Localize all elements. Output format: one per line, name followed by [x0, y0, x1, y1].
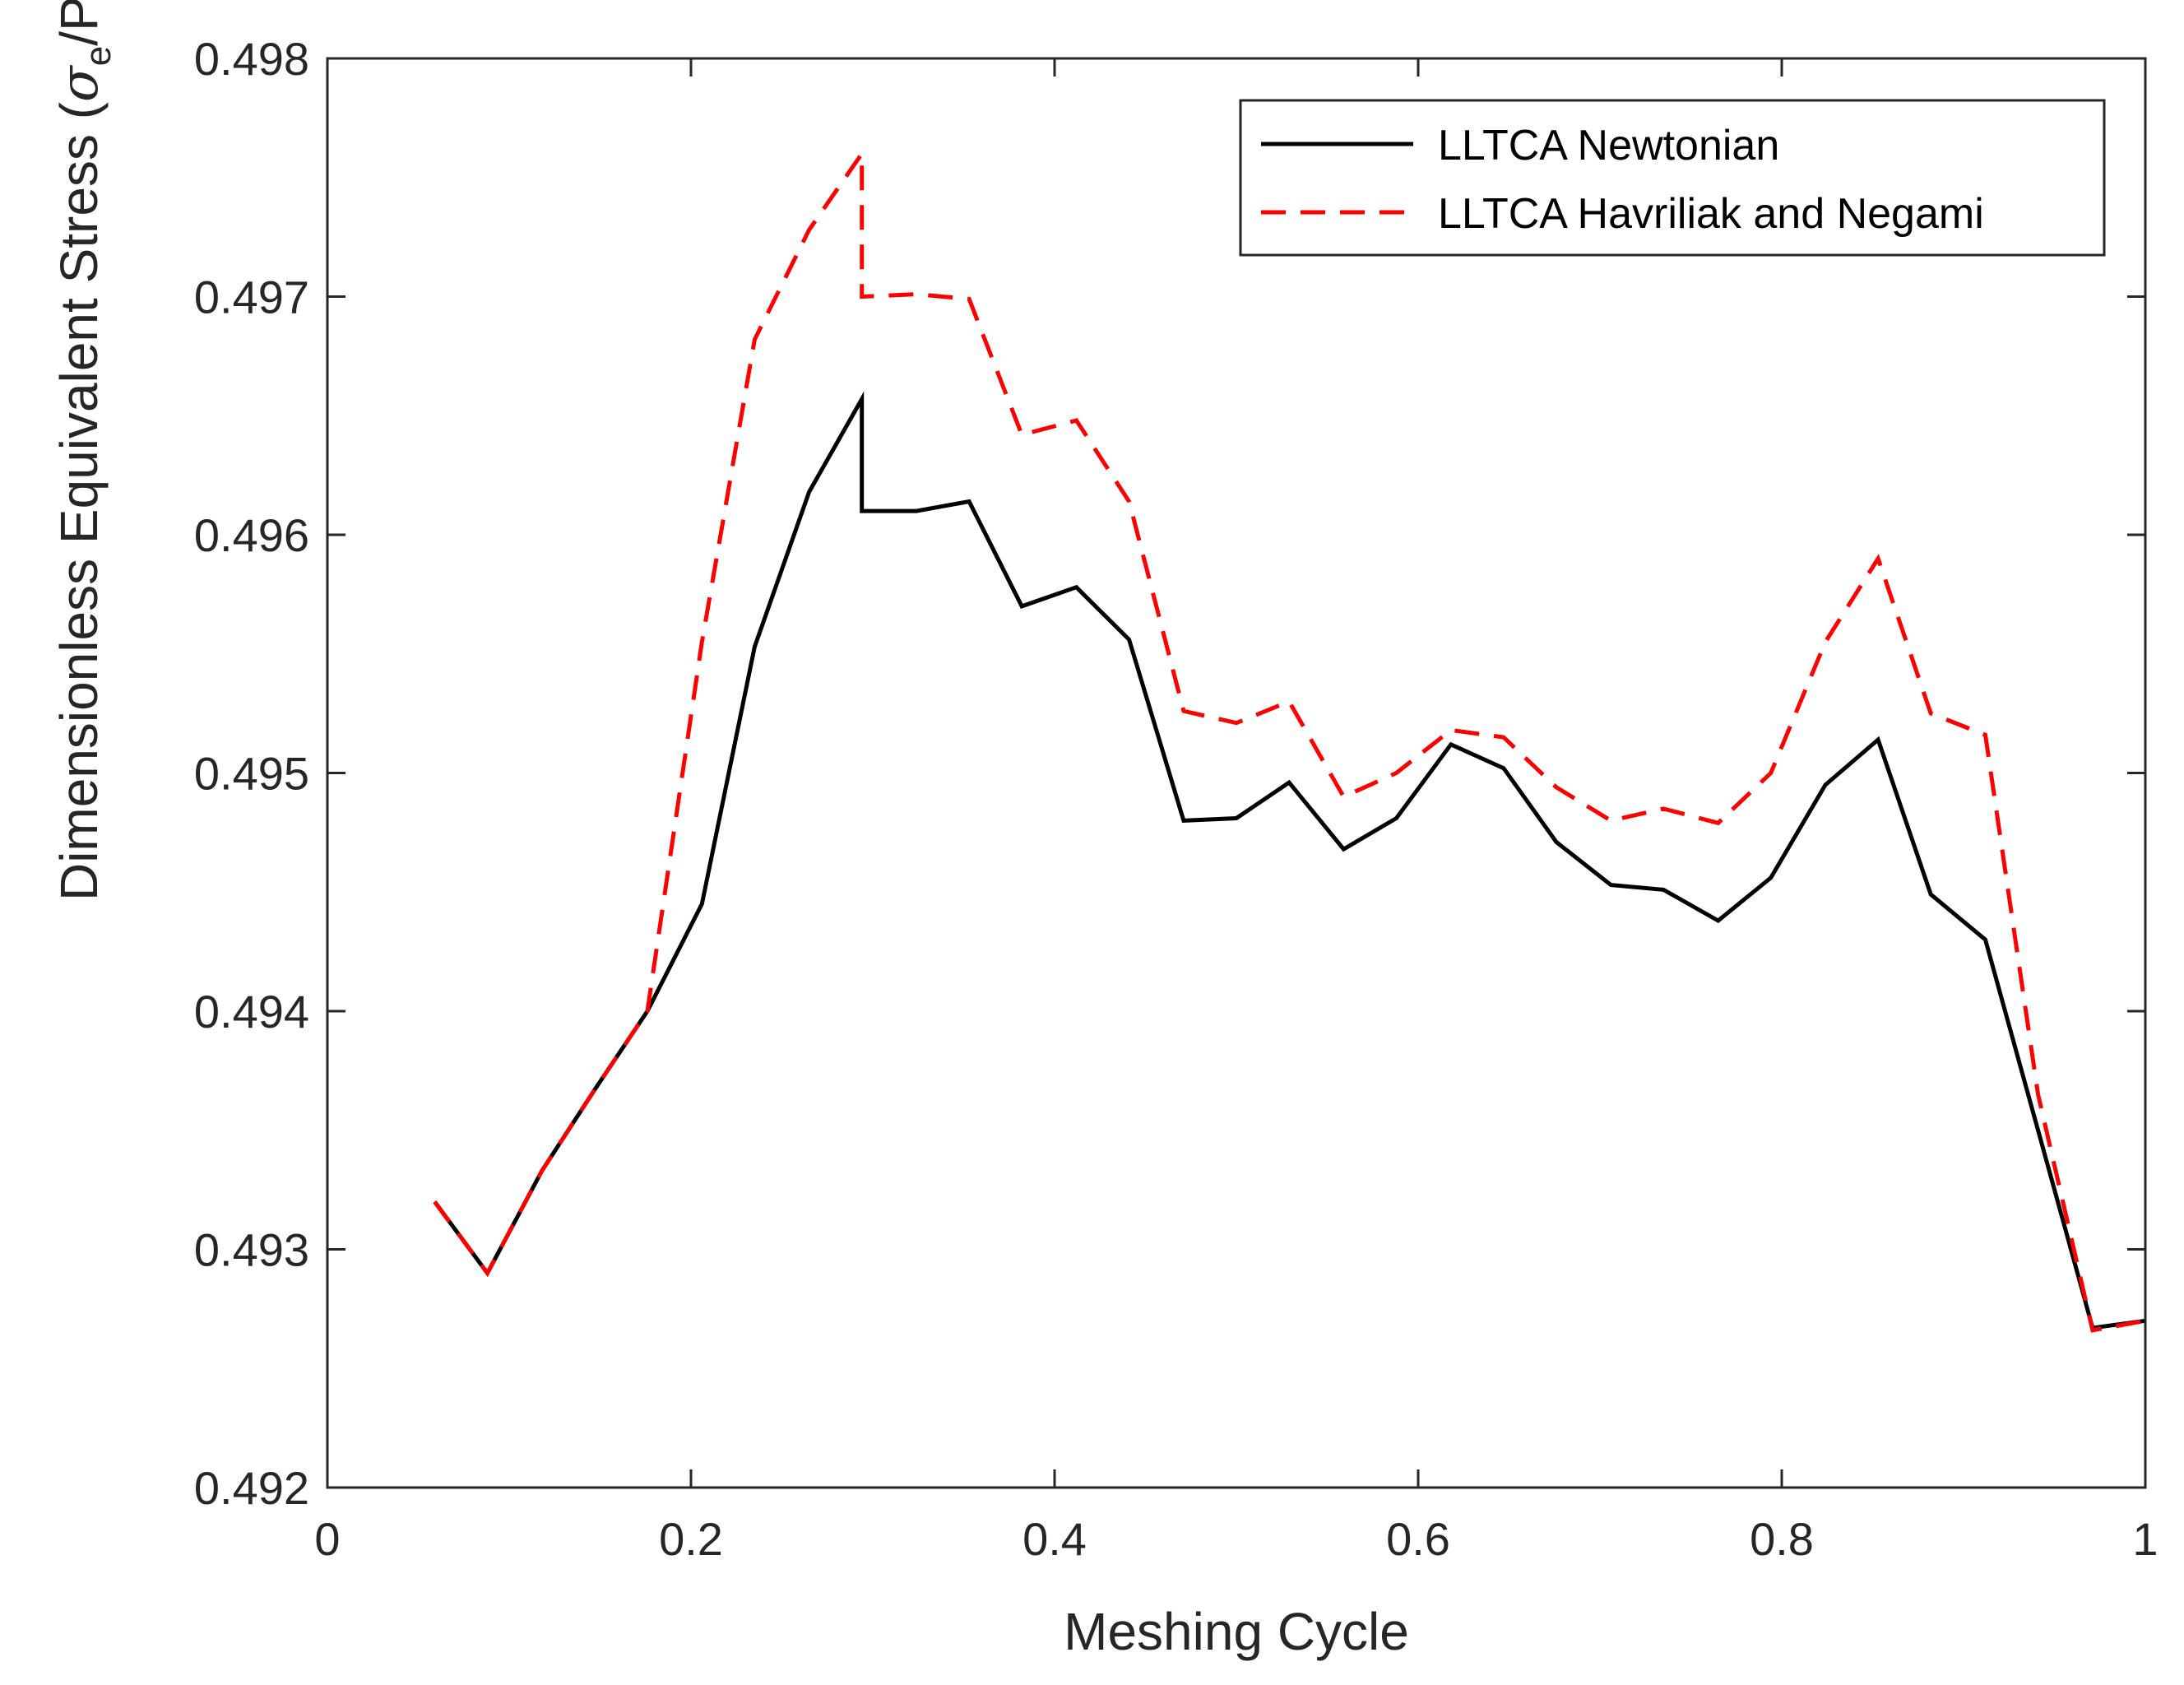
legend-label-havriliak-negami: LLTCA Havriliak and Negami: [1438, 190, 1984, 238]
legend: LLTCA Newtonian LLTCA Havriliak and Nega…: [1239, 99, 2106, 257]
y-axis-title-sigma: σ: [49, 64, 110, 102]
legend-box: [1239, 99, 2106, 257]
series-line-newtonian: [433, 391, 2146, 1330]
y-tick-label: 0.494: [194, 986, 309, 1037]
x-tick-label: 0.6: [1386, 1513, 1450, 1565]
y-tick-label: 0.496: [194, 509, 309, 561]
x-tick-label: 1: [2132, 1513, 2158, 1565]
x-tick-label: 0.8: [1750, 1513, 1814, 1565]
y-tick-label: 0.493: [194, 1224, 309, 1276]
y-tick-label: 0.495: [194, 748, 309, 800]
x-tick-label: 0.2: [659, 1513, 723, 1565]
x-tick-labels: 0 0.2 0.4 0.6 0.8 1: [314, 1513, 2158, 1565]
series-layer: [433, 146, 2146, 1333]
y-tick-labels: 0.492 0.493 0.494 0.495 0.496 0.497 0.498: [194, 33, 309, 1514]
y-axis-title-sub-e: e: [78, 46, 118, 66]
y-axis-title-main: Dimensionless Equivalent Stress (: [49, 102, 109, 901]
x-tick-label: 0: [314, 1513, 340, 1565]
series-line-havriliak-negami: [433, 146, 2146, 1333]
legend-label-newtonian: LLTCA Newtonian: [1438, 122, 1779, 169]
ticks-layer: [326, 57, 2147, 1489]
y-axis-title-slash-p: /P: [49, 0, 109, 46]
y-tick-label: 0.497: [194, 272, 309, 323]
y-axis-title-text: Dimensionless Equivalent Stress (σe/Pmax…: [49, 0, 118, 901]
x-axis-title: Meshing Cycle: [1064, 1602, 1409, 1661]
y-axis-title: Dimensionless Equivalent Stress (σe/Pmax…: [49, 0, 118, 901]
x-tick-label: 0.4: [1022, 1513, 1087, 1565]
plot-area: [327, 58, 2145, 1488]
y-tick-label: 0.492: [194, 1462, 309, 1514]
y-tick-label: 0.498: [194, 33, 309, 85]
